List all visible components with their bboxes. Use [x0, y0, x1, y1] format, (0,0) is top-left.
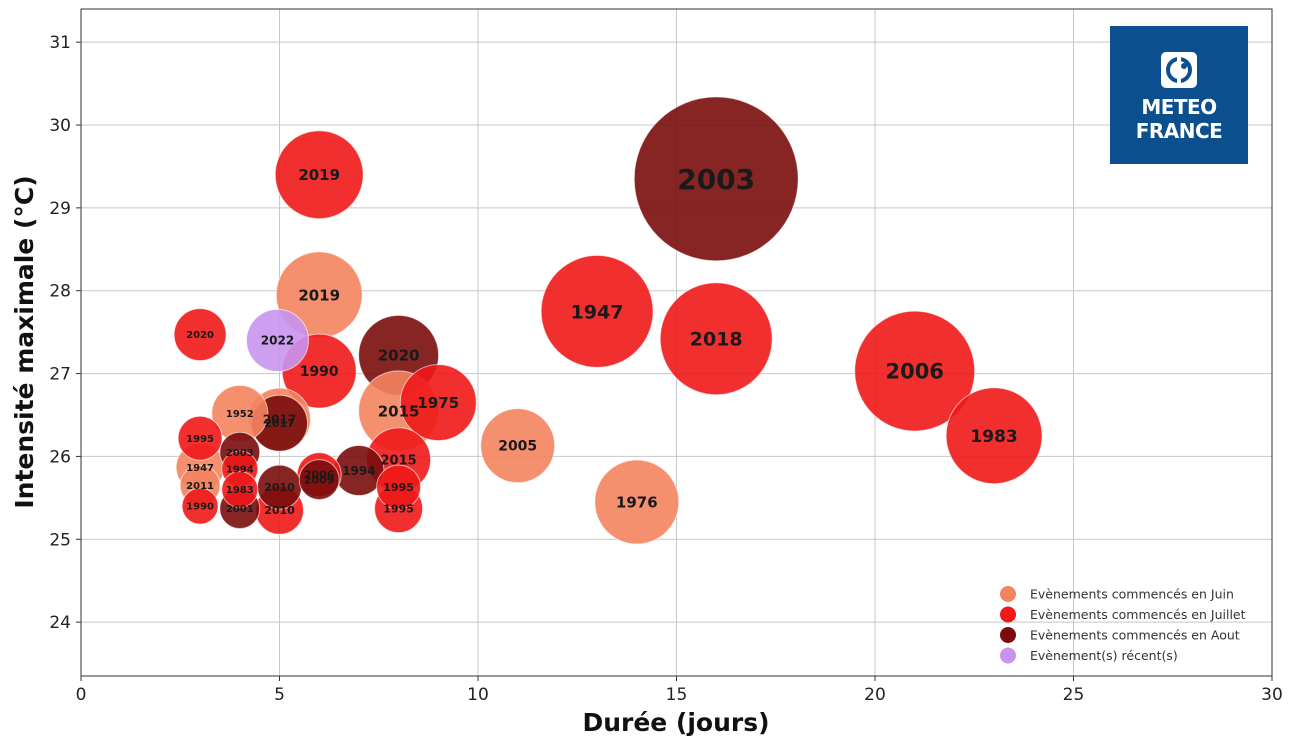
legend-marker-recent [1000, 647, 1016, 664]
x-tick-label: 10 [467, 685, 489, 705]
bubble-label-2009: 2009 [304, 474, 335, 487]
x-tick-label: 0 [76, 685, 87, 705]
bubble-label-1995: 1995 [383, 481, 414, 494]
bubble-2006 [854, 310, 976, 432]
y-axis: 24 25 26 27 28 29 30 31 [49, 33, 81, 633]
y-tick-label: 30 [49, 116, 71, 136]
y-tick-label: 27 [49, 365, 71, 385]
x-tick-label: 25 [1063, 685, 1085, 705]
meteo-france-logo: METEO FRANCE [1110, 26, 1248, 164]
bubble-2020 [173, 308, 227, 362]
bubble-label-2017: 2017 [264, 417, 295, 430]
x-tick-label: 5 [274, 685, 285, 705]
bubble-1990 [181, 487, 219, 525]
y-axis-title: Intensité maximale (°C) [10, 175, 39, 508]
bubble-2005 [480, 408, 556, 484]
bubble-1995 [376, 464, 422, 510]
bubble-2018 [659, 282, 773, 396]
bubble-label-1975: 1975 [417, 394, 459, 412]
bubble-label-2010: 2010 [264, 504, 295, 517]
bubble-label-2010: 2010 [264, 481, 295, 494]
bubble-label-2015: 2015 [381, 453, 417, 468]
bubble-1995 [177, 415, 223, 461]
bubble-label-1990: 1990 [300, 364, 339, 380]
bubble-1947 [540, 254, 654, 368]
bubble-label-2005: 2005 [498, 439, 537, 455]
legend-label-juillet: Evènements commencés en Juillet [1030, 607, 1246, 622]
y-tick-label: 25 [49, 530, 71, 550]
bubble-2022 [246, 308, 310, 372]
y-tick-label: 29 [49, 199, 71, 219]
logo-emblem-icon [1161, 52, 1197, 88]
bubble-label-2006: 2006 [304, 469, 335, 482]
legend: Evènements commencés en Juin Evènements c… [1000, 586, 1246, 664]
bubble-label-1995: 1995 [383, 503, 414, 516]
x-axis-title: Durée (jours) [582, 708, 769, 737]
bubble-label-1947: 1947 [186, 463, 214, 474]
bubble-label-2003: 2003 [226, 448, 254, 459]
y-tick-label: 24 [49, 613, 71, 633]
bubble-label-1983: 1983 [970, 427, 1017, 447]
bubble-label-2003: 2003 [677, 163, 755, 196]
bubble-2003 [633, 96, 799, 262]
legend-label-juin: Evènements commencés en Juin [1030, 587, 1234, 602]
logo-text-line2: FRANCE [1136, 119, 1223, 143]
bubble-1983 [945, 387, 1043, 485]
y-tick-label: 28 [49, 282, 71, 302]
bubbles [173, 96, 1043, 545]
y-tick-label: 26 [49, 447, 71, 467]
bubble-label-1952: 1952 [226, 409, 254, 420]
bubble-label-1990: 1990 [186, 502, 214, 513]
bubble-label-2019: 2019 [298, 286, 340, 304]
bubble-1975 [399, 364, 477, 442]
legend-marker-aout [1000, 627, 1016, 643]
bubble-label-1994: 1994 [226, 464, 254, 475]
y-tick-label: 31 [49, 33, 71, 53]
bubble-label-1976: 1976 [616, 493, 658, 511]
x-tick-label: 15 [666, 685, 688, 705]
legend-marker-juillet [1000, 606, 1016, 623]
bubble-label-2011: 2011 [186, 481, 214, 492]
bubble-label-1994: 1994 [342, 464, 375, 478]
x-tick-label: 20 [864, 685, 886, 705]
bubble-label-2020: 2020 [186, 330, 214, 341]
bubble-1983 [221, 471, 259, 509]
bubble-label-2017: 2017 [263, 412, 296, 426]
bubble-labels: 2003 2006 1947 2018 1983 2019 2019 1976 2020 2015… [186, 163, 1018, 517]
legend-label-aout: Evènements commencés en Aout [1030, 628, 1240, 643]
bubble-label-2022: 2022 [261, 334, 294, 348]
legend-label-recent: Evènement(s) récent(s) [1030, 648, 1178, 663]
bubble-label-2006: 2006 [885, 360, 943, 384]
x-tick-label: 30 [1261, 685, 1283, 705]
bubble-label-1983: 1983 [226, 485, 254, 496]
bubble-label-2020: 2020 [378, 347, 420, 365]
bubble-label-2018: 2018 [690, 329, 743, 351]
bubble-label-2015: 2015 [378, 402, 420, 420]
bubble-1976 [594, 459, 680, 545]
x-axis: 0 5 10 15 20 25 30 [76, 676, 1283, 705]
bubble-label-1995: 1995 [186, 434, 214, 445]
bubble-label-1947: 1947 [571, 301, 624, 323]
bubble-2019 [274, 130, 364, 220]
bubble-label-2019: 2019 [298, 166, 340, 184]
bubble-2009 [298, 459, 340, 501]
bubble-label-2001: 2001 [226, 504, 254, 515]
logo-text-line1: METEO [1141, 95, 1216, 119]
legend-marker-juin [1000, 586, 1016, 602]
